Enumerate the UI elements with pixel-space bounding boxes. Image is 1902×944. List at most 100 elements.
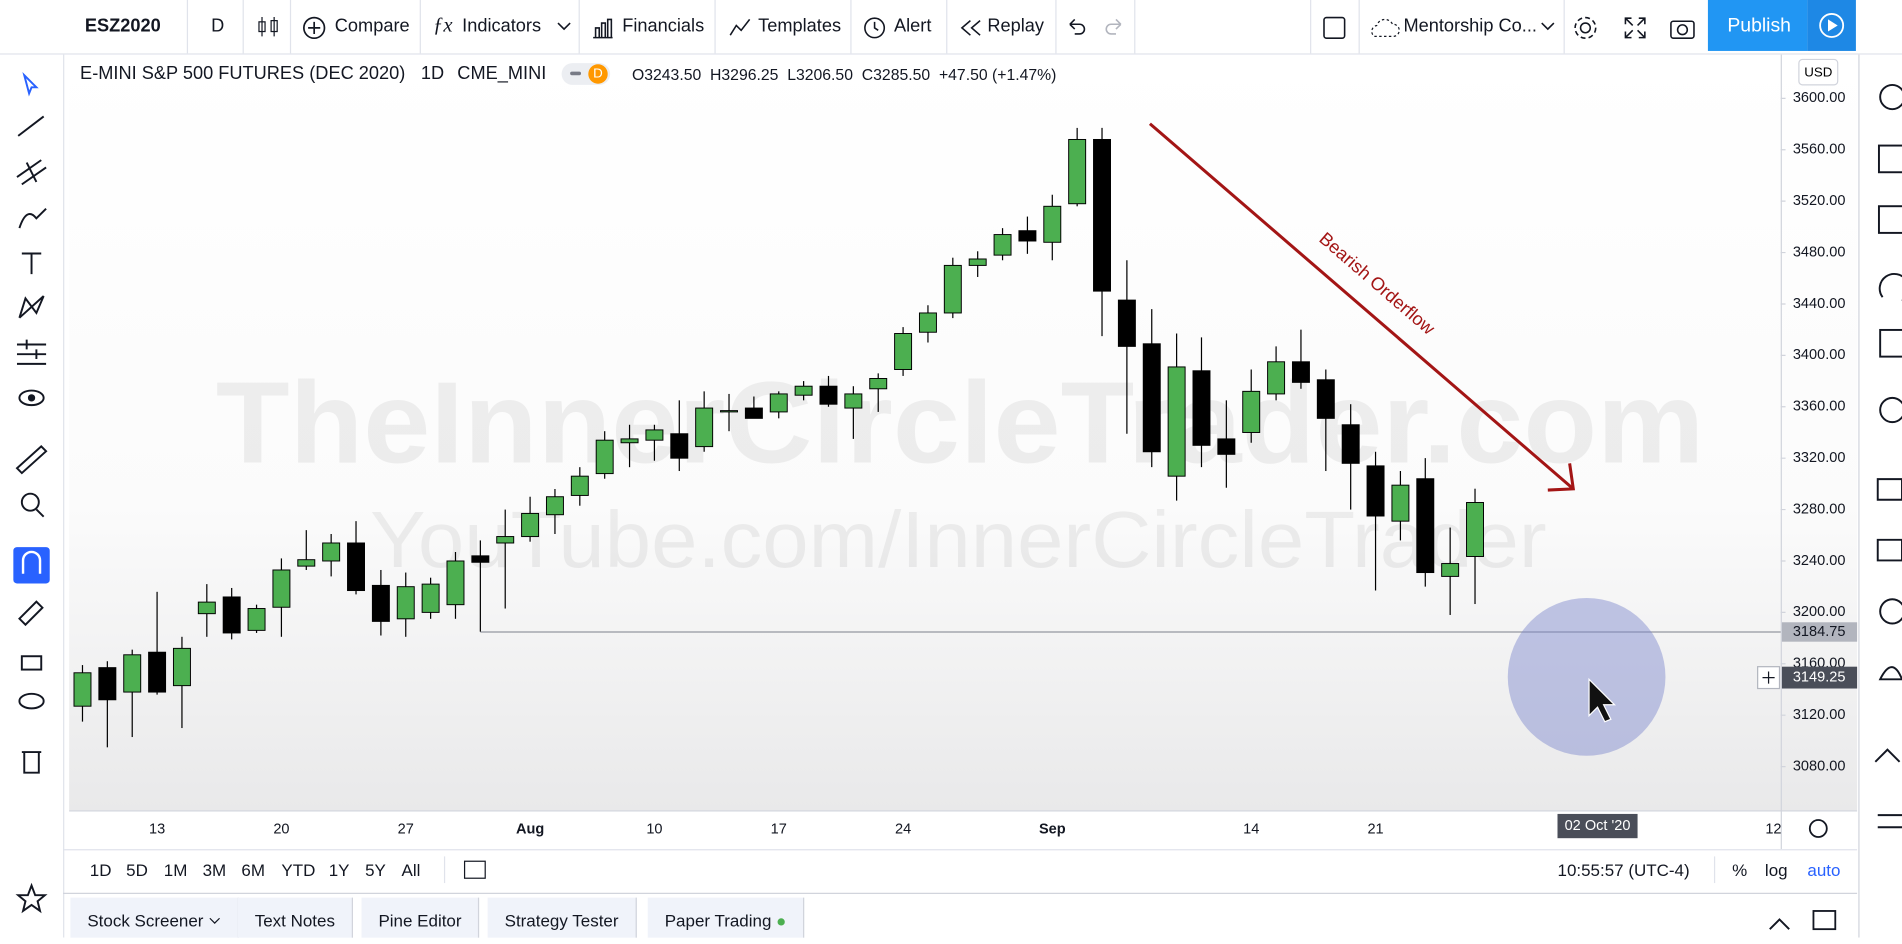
percent-toggle[interactable]: %	[1732, 860, 1748, 880]
right-panel	[1859, 53, 1902, 938]
x-tick-label: 14	[1243, 822, 1259, 838]
range-button[interactable]: 5D	[126, 860, 148, 880]
axis-settings[interactable]	[1808, 819, 1828, 838]
candle-body	[1466, 502, 1484, 557]
tab-label: Stock Screener	[87, 910, 204, 931]
tab[interactable]: Paper Trading	[647, 897, 805, 938]
financials-button[interactable]: Financials	[622, 15, 705, 37]
x-tick-label: Sep	[1039, 822, 1066, 838]
y-tick-label: 3440.00	[1793, 296, 1846, 312]
mouse-cursor	[1588, 677, 1616, 723]
chart-type-icon[interactable]	[257, 15, 279, 39]
candle-body	[1391, 484, 1410, 522]
crosshair-price-box	[1781, 666, 1858, 689]
log-toggle[interactable]: log	[1764, 860, 1788, 880]
snapshot-icon[interactable]	[1669, 16, 1696, 40]
layout-name[interactable]: Mentorship Co...	[1403, 15, 1537, 37]
tab[interactable]: Pine Editor	[361, 897, 480, 938]
trend-arrow	[1148, 122, 1575, 490]
candle-body	[247, 608, 266, 631]
candle-body	[347, 542, 365, 592]
candle-body	[272, 569, 291, 608]
candle-body	[1341, 424, 1360, 464]
range-button[interactable]: 3M	[202, 860, 227, 880]
indicators-button[interactable]: Indicators	[462, 15, 542, 37]
range-button[interactable]: YTD	[281, 860, 316, 880]
publish-button[interactable]: Publish	[1707, 0, 1808, 51]
collapse-panel[interactable]	[1769, 918, 1790, 930]
level-label-box	[1781, 622, 1858, 642]
candle-body	[869, 378, 888, 390]
templates-button[interactable]: Templates	[758, 15, 842, 37]
auto-toggle[interactable]: auto	[1807, 860, 1841, 880]
candle-body	[496, 536, 515, 544]
x-tick-label: 24	[895, 822, 911, 838]
candle-body	[744, 407, 763, 419]
candle-body	[794, 385, 813, 396]
settings-icon[interactable]	[1572, 15, 1599, 42]
replay-button[interactable]: Replay	[987, 15, 1045, 37]
tab[interactable]: Text Notes	[237, 897, 354, 938]
legend-interval: 1D	[420, 63, 445, 84]
cloud-icon	[1371, 18, 1400, 37]
candle-body	[695, 407, 714, 448]
candle-body	[645, 429, 664, 441]
candle-body	[1018, 230, 1037, 242]
candle-body	[322, 542, 341, 562]
watermark-text: YouTube.com/InnerCircleTrader	[370, 495, 1547, 584]
compare-button[interactable]: Compare	[334, 15, 410, 37]
eye-pupil	[27, 394, 36, 402]
candle-body	[720, 410, 738, 413]
magnet-button[interactable]	[13, 547, 50, 584]
fx-icon: ƒx	[433, 13, 453, 37]
dropdown-icon[interactable]	[557, 22, 572, 32]
zoom-handle	[35, 508, 45, 518]
candle-body	[894, 333, 913, 370]
y-tick-label: 3080.00	[1793, 758, 1846, 774]
range-button[interactable]: 6M	[241, 860, 265, 880]
symbol[interactable]: ESZ2020	[84, 15, 161, 37]
play-icon	[1819, 13, 1845, 38]
status-badge[interactable]: D	[561, 63, 611, 85]
candle-body	[148, 651, 167, 693]
candle-body	[1167, 366, 1186, 477]
range-button[interactable]: 1D	[89, 860, 112, 880]
range-button[interactable]: All	[401, 860, 421, 880]
candle-body	[197, 601, 216, 615]
chart-background	[69, 53, 1858, 811]
y-tick-label: 3200.00	[1793, 604, 1846, 620]
tab[interactable]: Strategy Tester	[487, 897, 637, 938]
click-highlight	[1507, 598, 1666, 756]
tab-label: Strategy Tester	[504, 910, 619, 931]
publish-label: Publish	[1727, 15, 1791, 37]
candle-body	[1068, 138, 1087, 205]
x-tick-label: 17	[771, 822, 787, 838]
arrow-head	[1547, 463, 1576, 492]
layout-icon[interactable]	[1322, 16, 1346, 40]
candle-body	[545, 496, 564, 516]
lock-draw	[18, 600, 44, 627]
candle-body	[1267, 361, 1286, 395]
candle-body	[670, 433, 689, 459]
prediction-tool	[16, 339, 47, 365]
text-tool	[21, 252, 42, 275]
interval[interactable]: D	[211, 15, 225, 37]
dropdown-icon[interactable]	[1541, 22, 1556, 32]
goto-date-icon[interactable]	[463, 860, 486, 879]
range-button[interactable]: 5Y	[365, 860, 386, 880]
lock-icon	[20, 655, 43, 671]
candle-body	[1043, 205, 1062, 243]
candle-body	[371, 584, 390, 622]
status-dot	[777, 918, 785, 926]
legend-close: C3285.50	[861, 65, 931, 84]
undo-redo[interactable]	[1065, 17, 1126, 36]
tab[interactable]: Stock Screener	[70, 897, 239, 938]
stream-button[interactable]	[1807, 0, 1856, 51]
trend-line-tool	[17, 115, 45, 137]
templates-icon	[729, 18, 751, 36]
alert-button[interactable]: Alert	[893, 15, 932, 37]
range-button[interactable]: 1Y	[328, 860, 350, 880]
range-button[interactable]: 1M	[163, 860, 188, 880]
fullscreen-icon[interactable]	[1623, 16, 1647, 40]
maximize-panel[interactable]	[1812, 910, 1837, 931]
